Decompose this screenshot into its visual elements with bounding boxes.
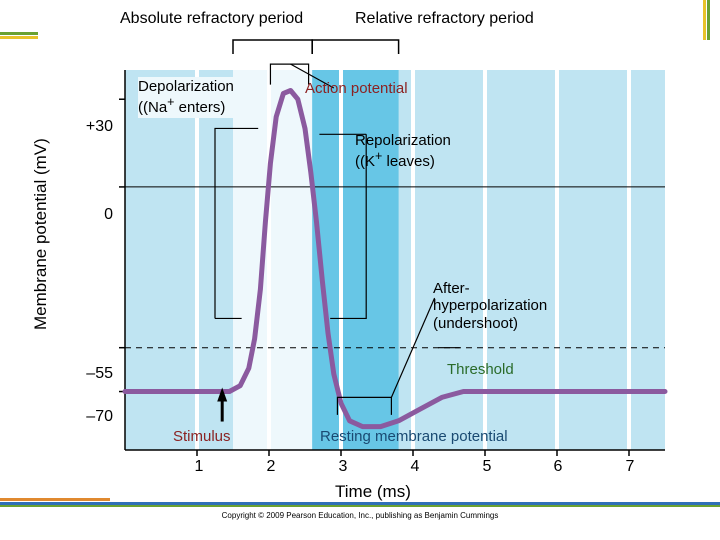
afterhyperpolarization-label: After- hyperpolarization (undershoot) <box>433 280 547 332</box>
decor-stripe <box>707 0 710 40</box>
depolarization-label: Depolarization ((Na+ enters) <box>138 77 235 118</box>
action-potential-label: Action potential <box>305 80 408 97</box>
slide-root: Absolute refractory period Relative refr… <box>0 0 720 540</box>
repolarization-label: Repolarization ((K+ leaves) <box>355 132 451 171</box>
stimulus-label: Stimulus <box>173 428 231 445</box>
decor-stripe <box>0 505 720 507</box>
decor-stripe <box>703 0 706 40</box>
decor-stripe <box>0 32 38 35</box>
resting-potential-label: Resting membrane potential <box>320 428 508 445</box>
threshold-label: Threshold <box>447 361 514 378</box>
action-potential-figure: Absolute refractory period Relative refr… <box>35 10 685 500</box>
decor-stripe <box>0 36 38 39</box>
copyright-text: Copyright © 2009 Pearson Education, Inc.… <box>0 511 720 520</box>
